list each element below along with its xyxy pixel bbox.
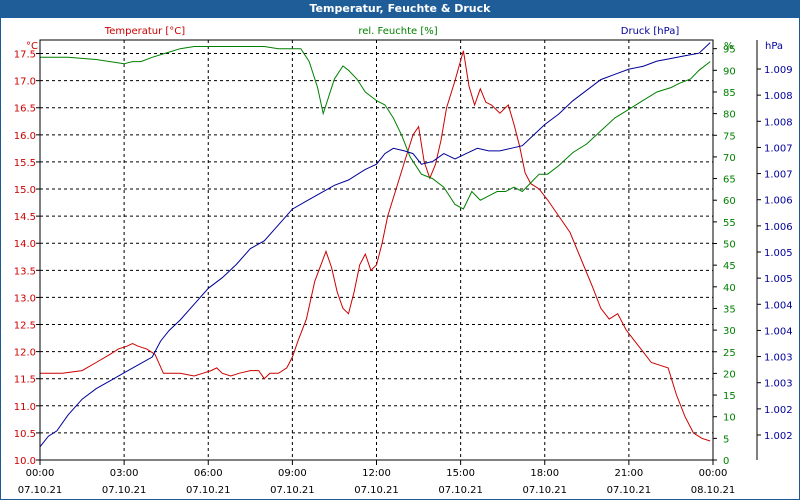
humidity-tick-label: 25 (723, 348, 736, 359)
x-tick-date: 07.10.21 (186, 485, 231, 496)
temperature-tick-label: 13.5 (14, 266, 36, 277)
pressure-tick-label: 1.005 (764, 274, 793, 285)
humidity-tick-label: 60 (723, 196, 736, 207)
humidity-tick-label: 65 (723, 175, 736, 186)
humidity-tick-label: 90 (723, 66, 736, 77)
humidity-tick-label: 70 (723, 153, 736, 164)
x-tick-date: 07.10.21 (438, 485, 483, 496)
x-tick-time: 06:00 (194, 468, 223, 479)
pressure-tick-label: 1.003 (764, 379, 793, 390)
humidity-axis-label: rel. Feuchte [%] (358, 26, 437, 37)
x-tick-date: 07.10.21 (270, 485, 315, 496)
x-tick-time: 18:00 (530, 468, 559, 479)
axes: 00:00 07.10.21 03:00 07.10.21 06:00 07.10.21 0… (14, 39, 793, 496)
window-title: Temperatur, Feuchte & Druck (0, 0, 800, 18)
pressure-tick-label: 1.002 (764, 405, 793, 416)
x-tick-time: 00:00 (699, 468, 728, 479)
x-tick-time: 21:00 (614, 468, 643, 479)
pressure-tick-label: 1.004 (764, 300, 793, 311)
temperature-tick-label: 12.5 (14, 321, 36, 332)
humidity-tick-label: 5 (723, 434, 729, 445)
x-tick-date: 07.10.21 (607, 485, 652, 496)
pressure-tick-label: 1.008 (764, 91, 793, 102)
temperature-tick-label: 11.5 (14, 375, 36, 386)
pressure-tick-label: 1.005 (764, 248, 793, 259)
temperature-tick-label: 13.0 (14, 293, 36, 304)
humidity-tick-label: 15 (723, 391, 736, 402)
humidity-tick-label: 75 (723, 131, 736, 142)
humidity-tick-label: 40 (723, 283, 736, 294)
temperature-tick-label: 12.0 (14, 348, 36, 359)
x-tick-date: 07.10.21 (18, 485, 63, 496)
humidity-unit-label: % (724, 41, 734, 52)
pressure-tick-label: 1.002 (764, 431, 793, 442)
temperature-tick-label: 15.0 (14, 185, 36, 196)
pressure-tick-label: 1.008 (764, 117, 793, 128)
humidity-tick-label: 30 (723, 326, 736, 337)
labels: °C Temperatur [°C] rel. Feuchte [%] % Dr… (26, 26, 783, 52)
humidity-tick-label: 85 (723, 88, 736, 99)
temperature-axis-label: Temperatur [°C] (104, 26, 185, 37)
humidity-tick-label: 10 (723, 413, 736, 424)
x-tick-date: 07.10.21 (354, 485, 399, 496)
humidity-tick-label: 95 (723, 45, 736, 56)
grid (40, 40, 713, 460)
humidity-tick-label: 55 (723, 218, 736, 229)
temperature-tick-label: 17.5 (14, 50, 36, 61)
x-tick-date: 08.10.21 (691, 485, 736, 496)
pressure-tick-label: 1.006 (764, 196, 793, 207)
pressure-series-line (39, 42, 711, 448)
temperature-series-line (40, 50, 711, 442)
temperature-tick-label: 10.5 (14, 429, 36, 440)
pressure-tick-label: 1.003 (764, 353, 793, 364)
temperature-tick-label: 11.0 (14, 402, 36, 413)
temperature-tick-label: 16.5 (14, 104, 36, 115)
temperature-tick-label: 10.0 (14, 456, 36, 467)
temperature-tick-label: 16.0 (14, 131, 36, 142)
humidity-tick-label: 20 (723, 369, 736, 380)
humidity-tick-label: 80 (723, 110, 736, 121)
x-tick-time: 12:00 (362, 468, 391, 479)
humidity-tick-label: 0 (723, 456, 729, 467)
humidity-tick-label: 50 (723, 240, 736, 251)
pressure-tick-label: 1.009 (764, 65, 793, 76)
x-tick-time: 00:00 (26, 468, 55, 479)
pressure-unit-label: hPa (765, 41, 783, 52)
temperature-tick-label: 17.0 (14, 77, 36, 88)
x-tick-time: 03:00 (110, 468, 139, 479)
temperature-tick-label: 14.5 (14, 212, 36, 223)
humidity-tick-label: 35 (723, 304, 736, 315)
x-tick-time: 09:00 (278, 468, 307, 479)
pressure-tick-label: 1.007 (764, 143, 793, 154)
temperature-tick-label: 15.5 (14, 158, 36, 169)
temperature-unit-label: °C (26, 41, 38, 52)
pressure-tick-label: 1.006 (764, 222, 793, 233)
humidity-tick-label: 45 (723, 261, 736, 272)
pressure-axis-label: Druck [hPa] (621, 26, 680, 37)
pressure-tick-label: 1.007 (764, 170, 793, 181)
x-tick-date: 07.10.21 (102, 485, 147, 496)
x-tick-time: 15:00 (446, 468, 475, 479)
x-tick-date: 07.10.21 (522, 485, 567, 496)
series-lines (39, 42, 711, 448)
temperature-tick-label: 14.0 (14, 239, 36, 250)
humidity-series-line (40, 46, 711, 210)
pressure-tick-label: 1.004 (764, 326, 793, 337)
